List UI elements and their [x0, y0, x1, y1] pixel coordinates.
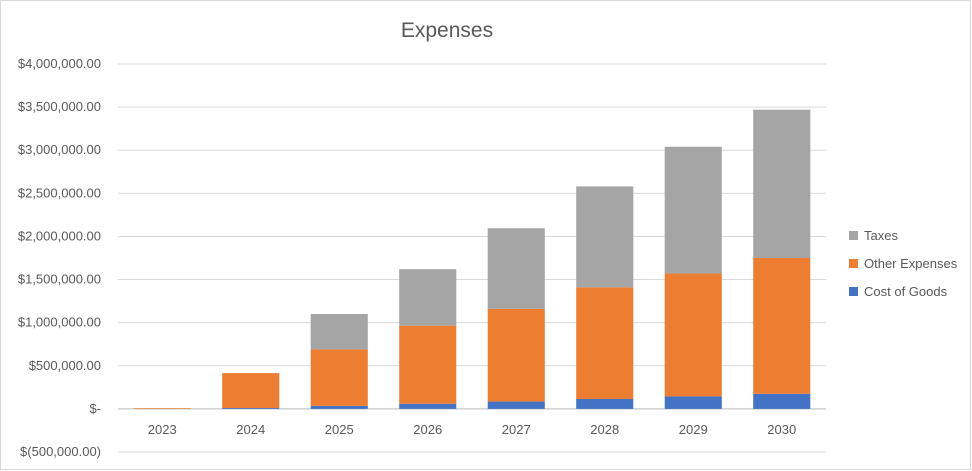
bar-segment-taxes: [399, 269, 457, 326]
bar-segment-cost-of-goods: [399, 403, 457, 409]
y-tick-label: $1,000,000.00: [18, 315, 101, 330]
legend-item: Taxes: [849, 221, 957, 249]
bar-segment-cost-of-goods: [310, 405, 368, 409]
y-tick-label: $3,500,000.00: [18, 99, 101, 114]
legend-label: Taxes: [864, 227, 898, 243]
bar-segment-other-expenses: [399, 325, 457, 404]
bar-segment-cost-of-goods: [576, 398, 634, 409]
x-tick-label: 2026: [413, 422, 442, 437]
legend-label: Cost of Goods: [864, 283, 948, 299]
bar-segment-taxes: [487, 228, 545, 309]
bar-segment-other-expenses: [310, 349, 368, 406]
y-tick-label: $1,500,000.00: [18, 272, 101, 287]
legend-swatch: [849, 258, 858, 268]
y-tick-label: $4,000,000.00: [18, 56, 101, 71]
bar-segment-other-expenses: [487, 308, 545, 402]
legend-swatch: [849, 286, 858, 296]
y-tick-label: $(500,000.00): [20, 444, 101, 459]
bar-segment-taxes: [664, 146, 722, 274]
bar-segment-cost-of-goods: [664, 396, 722, 409]
bar-segment-other-expenses: [664, 273, 722, 397]
bar-segment-cost-of-goods: [487, 401, 545, 409]
y-tick-label: $500,000.00: [29, 358, 101, 373]
x-tick-label: 2030: [767, 422, 796, 437]
y-tick-label: $-: [89, 401, 101, 416]
legend-swatch: [849, 230, 858, 240]
y-tick-label: $2,000,000.00: [18, 228, 101, 243]
legend-label: Other Expenses: [864, 255, 958, 271]
bar-segment-other-expenses: [753, 258, 811, 394]
bar-segment-taxes: [310, 314, 368, 350]
bar-segment-other-expenses: [222, 373, 280, 409]
x-tick-label: 2027: [502, 422, 531, 437]
bar-segment-other-expenses: [576, 287, 634, 399]
bar-segment-taxes: [753, 109, 811, 258]
bar-segment-cost-of-goods: [222, 408, 280, 409]
bar-segment-other-expenses: [133, 408, 191, 409]
legend-item: Other Expenses: [849, 249, 957, 277]
x-tick-label: 2023: [148, 422, 177, 437]
legend-item: Cost of Goods: [849, 277, 957, 305]
x-tick-label: 2024: [236, 422, 265, 437]
x-tick-label: 2029: [679, 422, 708, 437]
chart-legend: Taxes Other Expenses Cost of Goods: [849, 221, 957, 305]
bar-segment-cost-of-goods: [753, 393, 811, 409]
y-tick-label: $2,500,000.00: [18, 185, 101, 200]
y-tick-label: $3,000,000.00: [18, 142, 101, 157]
x-tick-label: 2028: [590, 422, 619, 437]
chart-title: Expenses: [400, 19, 494, 42]
x-tick-label: 2025: [325, 422, 354, 437]
bar-segment-taxes: [576, 186, 634, 288]
